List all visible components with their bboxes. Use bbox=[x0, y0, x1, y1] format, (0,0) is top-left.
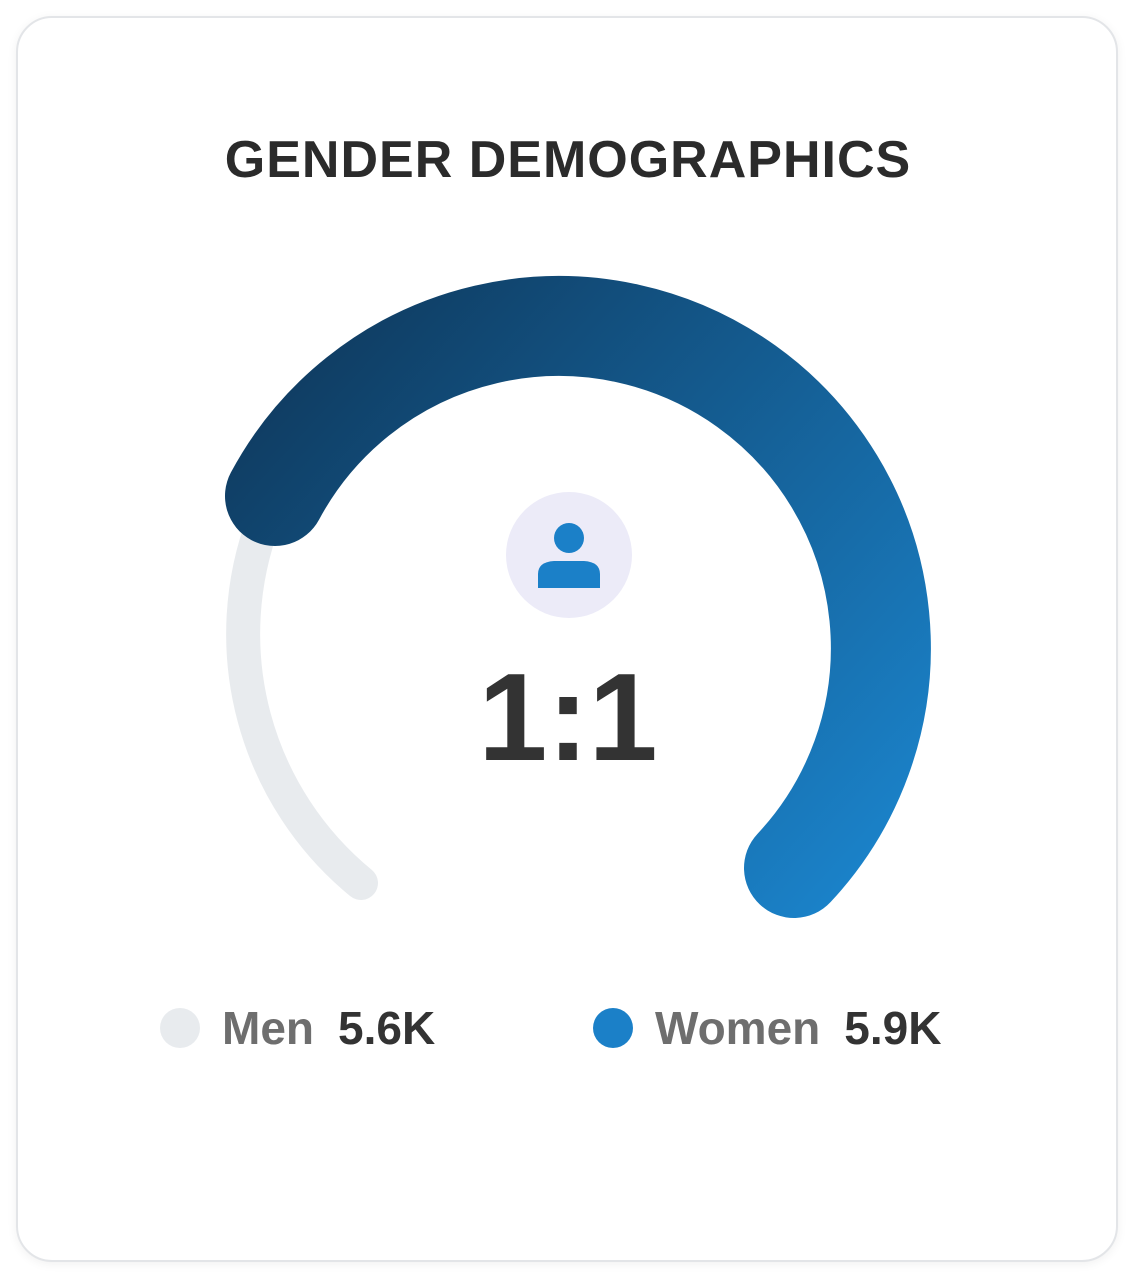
men-arc-track bbox=[226, 503, 378, 900]
card-title: GENDER DEMOGRAPHICS bbox=[224, 131, 912, 189]
legend-label-women: Women bbox=[655, 1002, 821, 1054]
legend-item-men: Men 5.6K bbox=[160, 1000, 435, 1056]
legend-value-women: 5.9K bbox=[844, 1002, 942, 1054]
men-color-dot bbox=[160, 1008, 200, 1048]
user-icon bbox=[538, 523, 600, 588]
legend-label-men: Men bbox=[222, 1002, 314, 1054]
gender-ratio: 1:1 bbox=[478, 649, 658, 787]
user-avatar-badge bbox=[506, 492, 632, 618]
legend-item-women: Women 5.9K bbox=[593, 1000, 941, 1056]
women-arc bbox=[225, 276, 931, 918]
women-color-dot bbox=[593, 1008, 633, 1048]
gender-demographics-card bbox=[16, 16, 1118, 1262]
legend-value-men: 5.6K bbox=[338, 1002, 436, 1054]
